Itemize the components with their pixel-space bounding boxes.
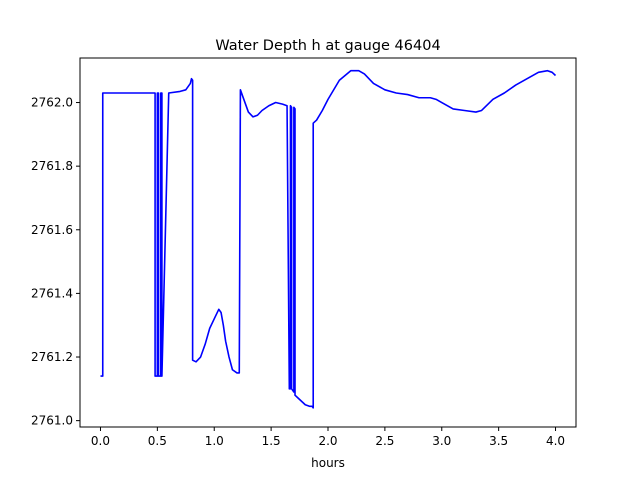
- y-tick-label: 2761.0: [31, 414, 73, 428]
- x-tick-label: 1.0: [205, 434, 224, 448]
- x-tick-label: 1.5: [262, 434, 281, 448]
- x-axis-label: hours: [311, 456, 345, 470]
- y-axis: 2761.0 2761.2 2761.4 2761.6 2761.8 2762.0: [31, 96, 80, 428]
- y-tick-label: 2761.2: [31, 350, 73, 364]
- x-tick-label: 3.0: [432, 434, 451, 448]
- y-tick-label: 2761.4: [31, 286, 73, 300]
- y-tick-label: 2761.8: [31, 159, 73, 173]
- y-tick-label: 2761.6: [31, 223, 73, 237]
- x-tick-label: 0.0: [91, 434, 110, 448]
- x-tick-label: 2.5: [375, 434, 394, 448]
- chart-title: Water Depth h at gauge 46404: [215, 38, 440, 54]
- y-tick-label: 2762.0: [31, 96, 73, 110]
- x-tick-label: 2.0: [318, 434, 337, 448]
- plot-frame: [79, 57, 577, 428]
- plot-area: [100, 69, 557, 409]
- x-axis: 0.0 0.5 1.0 1.5 2.0 2.5 3.0 3.5 4.0: [91, 427, 565, 448]
- x-tick-label: 4.0: [546, 434, 565, 448]
- series-line-0: [100, 69, 557, 409]
- x-tick-label: 3.5: [489, 434, 508, 448]
- x-tick-label: 0.5: [148, 434, 167, 448]
